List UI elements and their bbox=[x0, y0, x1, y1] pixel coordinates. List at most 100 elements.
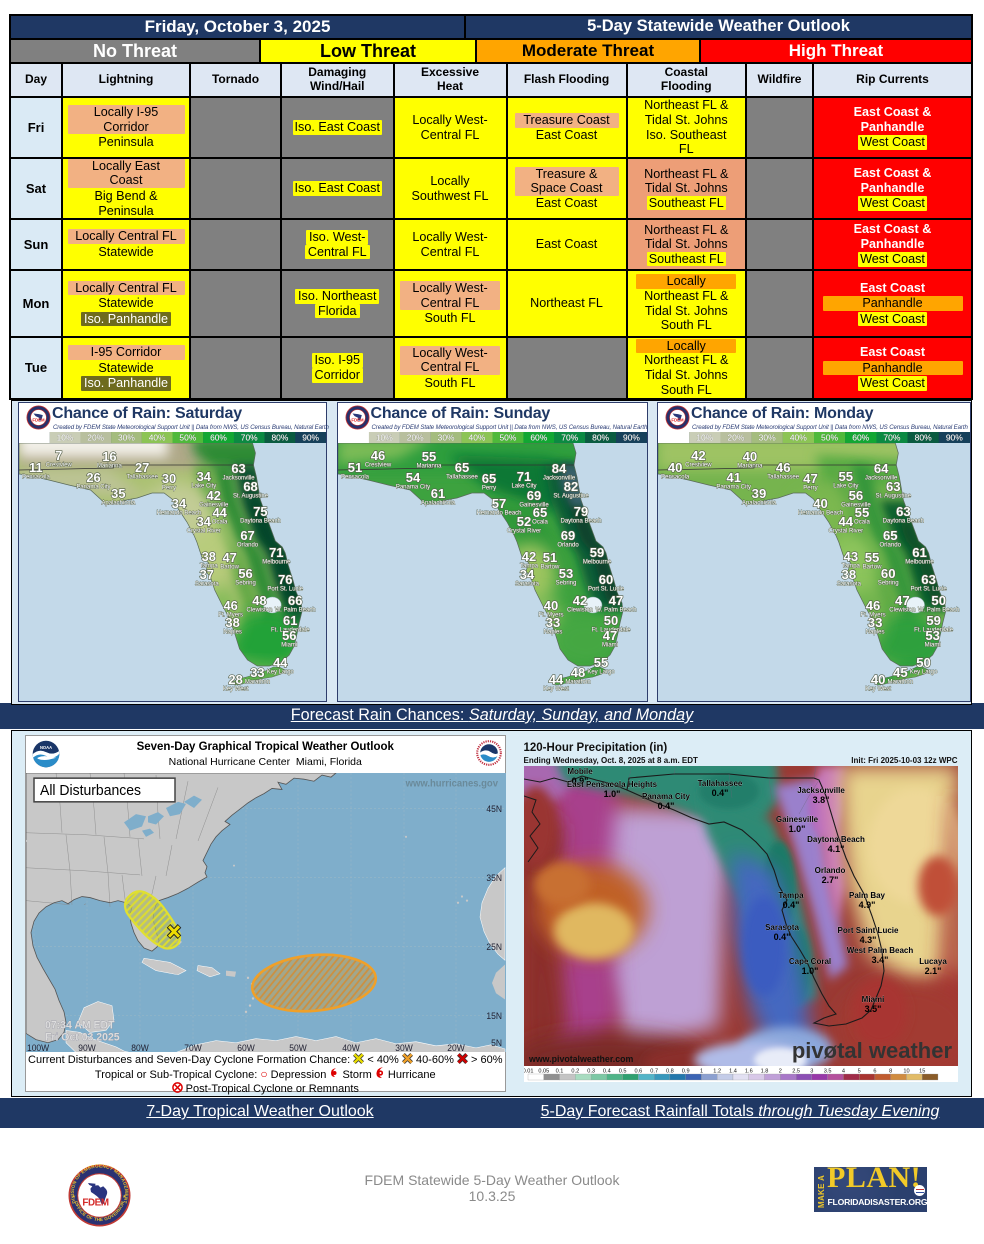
svg-text:4.3": 4.3" bbox=[859, 935, 876, 945]
svg-text:16: 16 bbox=[102, 449, 116, 464]
svg-text:Tampa: Tampa bbox=[842, 564, 861, 570]
svg-text:60%: 60% bbox=[852, 432, 869, 442]
svg-text:All Disturbances: All Disturbances bbox=[40, 782, 141, 798]
svg-text:FDEM: FDEM bbox=[82, 1197, 108, 1208]
svg-text:55: 55 bbox=[855, 505, 870, 520]
svg-text:65: 65 bbox=[883, 528, 898, 543]
svg-text:76: 76 bbox=[278, 572, 292, 587]
svg-text:47: 47 bbox=[602, 628, 616, 643]
svg-text:40%: 40% bbox=[790, 432, 807, 442]
svg-text:Panama City: Panama City bbox=[395, 485, 429, 491]
svg-text:Tampa: Tampa bbox=[200, 563, 219, 569]
svg-text:33: 33 bbox=[250, 665, 264, 680]
svg-text:15: 15 bbox=[919, 1069, 925, 1075]
svg-text:55: 55 bbox=[593, 655, 607, 670]
svg-text:Key Largo: Key Largo bbox=[910, 670, 938, 676]
svg-text:0.4": 0.4" bbox=[711, 788, 728, 798]
svg-text:50%: 50% bbox=[821, 432, 838, 442]
svg-text:3.5: 3.5 bbox=[823, 1069, 831, 1075]
svg-text:5: 5 bbox=[857, 1069, 860, 1075]
svg-text:Gainesville: Gainesville bbox=[775, 815, 818, 824]
svg-text:Bartow: Bartow bbox=[540, 565, 559, 571]
svg-text:34: 34 bbox=[197, 469, 212, 484]
svg-text:40: 40 bbox=[743, 449, 758, 464]
svg-text:79: 79 bbox=[573, 504, 587, 519]
svg-text:50%: 50% bbox=[499, 432, 516, 442]
svg-text:1: 1 bbox=[699, 1069, 702, 1075]
svg-text:44: 44 bbox=[213, 505, 228, 520]
svg-text:Mobile: Mobile bbox=[567, 767, 593, 776]
svg-text:Ft. Lauderdale: Ft. Lauderdale bbox=[271, 627, 310, 633]
svg-text:60%: 60% bbox=[210, 432, 227, 442]
svg-text:2: 2 bbox=[778, 1069, 781, 1075]
svg-text:Melbourne: Melbourne bbox=[262, 559, 291, 565]
svg-text:61: 61 bbox=[283, 613, 297, 628]
svg-text:42: 42 bbox=[572, 593, 586, 608]
svg-text:3: 3 bbox=[810, 1069, 813, 1075]
svg-text:70W: 70W bbox=[184, 1042, 202, 1052]
svg-text:Jacksonville: Jacksonville bbox=[797, 786, 845, 795]
svg-text:Apalachicola: Apalachicola bbox=[101, 500, 135, 506]
svg-text:56: 56 bbox=[849, 488, 864, 503]
svg-text:60%: 60% bbox=[530, 432, 547, 442]
svg-text:1.6: 1.6 bbox=[744, 1069, 752, 1075]
svg-text:Miami: Miami bbox=[861, 995, 884, 1004]
svg-text:20%: 20% bbox=[727, 432, 744, 442]
svg-text:69: 69 bbox=[560, 528, 574, 543]
svg-text:East Pensacola Heights: East Pensacola Heights bbox=[566, 780, 657, 789]
svg-text:Clewiston: Clewiston bbox=[247, 607, 273, 613]
svg-text:42: 42 bbox=[521, 549, 535, 564]
svg-text:41: 41 bbox=[726, 470, 741, 485]
svg-text:59: 59 bbox=[589, 545, 603, 560]
svg-text:40: 40 bbox=[543, 598, 557, 613]
svg-text:70%: 70% bbox=[883, 432, 900, 442]
svg-text:45N: 45N bbox=[486, 804, 502, 814]
svg-text:Naples: Naples bbox=[866, 630, 885, 636]
svg-text:Hernando Beach: Hernando Beach bbox=[798, 511, 843, 517]
svg-text:0.4": 0.4" bbox=[773, 932, 790, 942]
svg-text:Pensacola: Pensacola bbox=[661, 475, 690, 481]
svg-text:26: 26 bbox=[86, 470, 100, 485]
svg-text:38: 38 bbox=[202, 549, 216, 564]
svg-text:40: 40 bbox=[668, 460, 683, 475]
svg-text:Tampa: Tampa bbox=[778, 891, 804, 900]
svg-text:St. Augustine: St. Augustine bbox=[553, 494, 589, 500]
svg-text:100W: 100W bbox=[27, 1042, 50, 1052]
svg-text:70%: 70% bbox=[561, 432, 578, 442]
svg-text:Marianna: Marianna bbox=[97, 463, 122, 469]
svg-text:80%: 80% bbox=[592, 432, 609, 442]
svg-text:3.5": 3.5" bbox=[864, 1004, 881, 1014]
svg-text:5N: 5N bbox=[491, 1037, 502, 1047]
svg-text:10%: 10% bbox=[375, 432, 392, 442]
svg-text:Miami: Miami bbox=[281, 642, 297, 648]
svg-text:69: 69 bbox=[526, 488, 540, 503]
svg-text:Jacksonville: Jacksonville bbox=[542, 476, 575, 482]
svg-text:63: 63 bbox=[231, 461, 245, 476]
svg-text:0.01: 0.01 bbox=[524, 1069, 533, 1075]
svg-text:Pensacola: Pensacola bbox=[340, 475, 369, 481]
svg-text:Marathon: Marathon bbox=[565, 680, 590, 686]
svg-text:0.05: 0.05 bbox=[538, 1069, 549, 1075]
svg-text:Sebring: Sebring bbox=[235, 580, 256, 586]
svg-text:90W: 90W bbox=[78, 1042, 96, 1052]
svg-text:Sarasota: Sarasota bbox=[765, 923, 799, 932]
svg-text:60: 60 bbox=[598, 572, 612, 587]
svg-text:30W: 30W bbox=[395, 1042, 413, 1052]
svg-text:57: 57 bbox=[491, 496, 505, 511]
svg-text:39: 39 bbox=[752, 486, 767, 501]
svg-text:Crystal River: Crystal River bbox=[829, 529, 864, 535]
svg-text:Sebring: Sebring bbox=[555, 581, 576, 587]
svg-text:Sarasota: Sarasota bbox=[837, 582, 862, 588]
svg-text:Hernando Beach: Hernando Beach bbox=[476, 511, 521, 517]
svg-text:30%: 30% bbox=[759, 432, 776, 442]
svg-text:0.4": 0.4" bbox=[657, 801, 674, 811]
svg-text:50: 50 bbox=[931, 593, 946, 608]
svg-text:80%: 80% bbox=[915, 432, 932, 442]
svg-text:60: 60 bbox=[881, 566, 896, 581]
svg-text:Gainesville: Gainesville bbox=[841, 503, 871, 509]
svg-text:Gainesville: Gainesville bbox=[199, 502, 229, 508]
svg-text:Melbourne: Melbourne bbox=[905, 560, 934, 566]
svg-text:42: 42 bbox=[207, 488, 221, 503]
svg-text:Port St. Lucie: Port St. Lucie bbox=[910, 587, 947, 593]
svg-text:Cape Coral: Cape Coral bbox=[788, 957, 830, 966]
